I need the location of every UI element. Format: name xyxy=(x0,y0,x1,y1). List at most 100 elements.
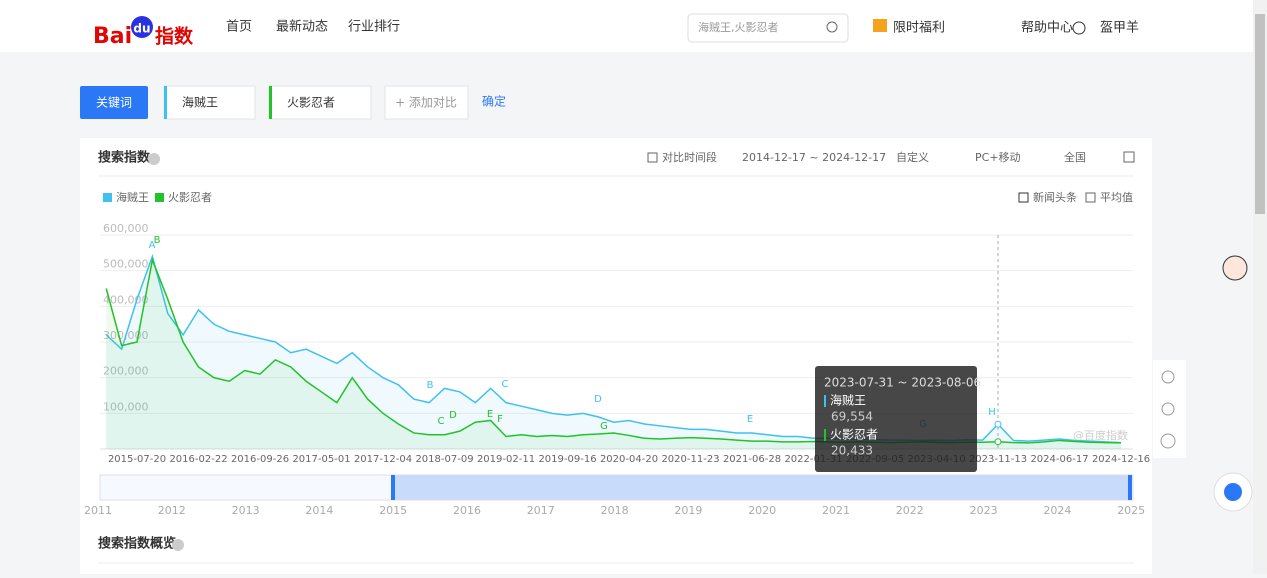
add-compare[interactable] xyxy=(384,85,469,120)
navigator-year: 2019 xyxy=(674,504,702,517)
x-tick-label: 2016-02-22 xyxy=(169,454,227,465)
x-tick-label: 2017-12-04 xyxy=(354,454,412,465)
tooltip-value: 20,433 xyxy=(831,444,873,458)
keyword-button[interactable] xyxy=(80,86,148,119)
legend-label: 火影忍者 xyxy=(168,191,212,204)
x-tick-label: 2024-06-17 xyxy=(1030,454,1088,465)
y-tick-label: 500,000 xyxy=(103,258,149,271)
checkbox-checked[interactable] xyxy=(1018,192,1029,203)
navigator-year: 2015 xyxy=(379,504,407,517)
series-area xyxy=(106,256,1121,449)
news-toggle[interactable]: 新闻头条 xyxy=(1033,190,1077,204)
tooltip-swatch xyxy=(824,429,826,441)
tooltip-swatch xyxy=(824,395,826,407)
x-tick-label: 2019-09-16 xyxy=(538,454,596,465)
navigator-year: 2025 xyxy=(1117,504,1145,517)
share-icon[interactable] xyxy=(1161,370,1175,384)
navigator-year: 2024 xyxy=(1043,504,1071,517)
scrollbar-thumb[interactable] xyxy=(1255,14,1265,214)
event-marker: H xyxy=(988,407,996,418)
date-range[interactable]: 2014-12-17 ~ 2024-12-17 xyxy=(742,151,886,164)
help-icon[interactable] xyxy=(148,153,160,165)
navigator-year: 2018 xyxy=(601,504,629,517)
y-tick-label: 400,000 xyxy=(103,293,149,306)
navigator-year: 2014 xyxy=(305,504,333,517)
x-tick-label: 2021-06-28 xyxy=(723,454,781,465)
y-tick-label: 200,000 xyxy=(103,365,149,378)
x-tick-label: 2017-05-01 xyxy=(292,454,350,465)
search-box[interactable] xyxy=(687,13,849,43)
panel xyxy=(80,138,1152,574)
custom-select[interactable]: 自定义 xyxy=(896,150,929,164)
event-marker: D xyxy=(449,410,457,421)
legend-swatch xyxy=(155,193,164,202)
hover-point xyxy=(994,438,1002,446)
region-select[interactable]: 全国 xyxy=(1064,150,1086,164)
navigator-handle[interactable] xyxy=(391,475,395,500)
y-tick-label: 100,000 xyxy=(103,400,149,413)
tooltip-title: 2023-07-31 ~ 2023-08-06 xyxy=(824,376,981,390)
confirm-link[interactable]: 确定 xyxy=(482,94,506,109)
tooltip-value: 69,554 xyxy=(831,410,873,424)
keyword-box[interactable] xyxy=(163,85,256,120)
navigator-year: 2011 xyxy=(84,504,112,517)
gift-icon xyxy=(873,19,887,32)
panel-title: 搜索指数 xyxy=(98,150,151,166)
event-marker: B xyxy=(154,235,161,246)
x-tick-label: 2020-04-20 xyxy=(600,454,658,465)
help-icon[interactable] xyxy=(172,539,184,551)
event-marker: A xyxy=(149,240,156,251)
event-marker: C xyxy=(438,416,445,427)
compare-period[interactable]: 对比时间段 xyxy=(662,150,717,164)
star-icon[interactable] xyxy=(1161,402,1175,416)
search-icon[interactable] xyxy=(826,21,838,33)
nav-link[interactable]: 首页 xyxy=(226,20,252,35)
tooltip xyxy=(815,366,977,472)
assistant-avatar[interactable] xyxy=(1222,255,1248,281)
legend-swatch xyxy=(103,193,112,202)
keyword: 火影忍者 xyxy=(287,96,335,110)
x-tick-label: 2018-07-09 xyxy=(415,454,473,465)
keyword-button-label: 关键词 xyxy=(96,96,132,110)
navigator-handle[interactable] xyxy=(1128,475,1132,500)
checkbox[interactable] xyxy=(647,152,658,163)
navigator-year: 2021 xyxy=(822,504,850,517)
checkbox[interactable] xyxy=(1085,192,1096,203)
x-tick-label: 2016-09-26 xyxy=(231,454,289,465)
export-icon[interactable] xyxy=(1123,151,1135,163)
navigator-year: 2016 xyxy=(453,504,481,517)
navigator-year: 2020 xyxy=(748,504,776,517)
navigator-year: 2012 xyxy=(158,504,186,517)
navigator-selection[interactable] xyxy=(393,475,1130,500)
help-link[interactable]: 帮助中心 xyxy=(1021,21,1073,36)
search-placeholder: 海贼王,火影忍者 xyxy=(698,20,779,34)
navigator-year: 2017 xyxy=(527,504,555,517)
question-icon[interactable] xyxy=(1160,433,1176,449)
legend-label: 海贼王 xyxy=(116,190,149,204)
user-menu[interactable]: 盔甲羊 xyxy=(1100,20,1139,36)
average-toggle[interactable]: 平均值 xyxy=(1100,191,1133,204)
nav-link[interactable]: 行业排行 xyxy=(348,20,400,35)
x-tick-label: 2023-11-13 xyxy=(969,454,1027,465)
x-tick-label: 2024-12-16 xyxy=(1092,454,1150,465)
keyword-color xyxy=(269,86,272,119)
promo-link[interactable]: 限时福利 xyxy=(893,21,945,36)
event-marker: E xyxy=(487,409,493,420)
event-marker: E xyxy=(747,414,753,425)
logo: du xyxy=(133,22,150,36)
series-area xyxy=(106,259,1121,449)
event-marker: G xyxy=(600,421,608,432)
x-tick-label: 2015-07-20 xyxy=(108,454,166,465)
keyword-box[interactable] xyxy=(268,85,372,120)
logo[interactable]: Bai xyxy=(93,24,132,49)
event-marker: F xyxy=(497,414,503,425)
nav-link[interactable]: 最新动态 xyxy=(276,19,328,35)
chat-icon xyxy=(1224,483,1242,501)
overview-title: 搜索指数概览 xyxy=(98,536,176,552)
device-select[interactable]: PC+移动 xyxy=(975,151,1021,164)
tooltip-series: 火影忍者 xyxy=(830,428,878,442)
user-icon xyxy=(1072,21,1086,35)
keyword: 海贼王 xyxy=(182,95,218,110)
x-tick-label: 2020-11-23 xyxy=(661,454,719,465)
header-bar xyxy=(0,0,1267,52)
